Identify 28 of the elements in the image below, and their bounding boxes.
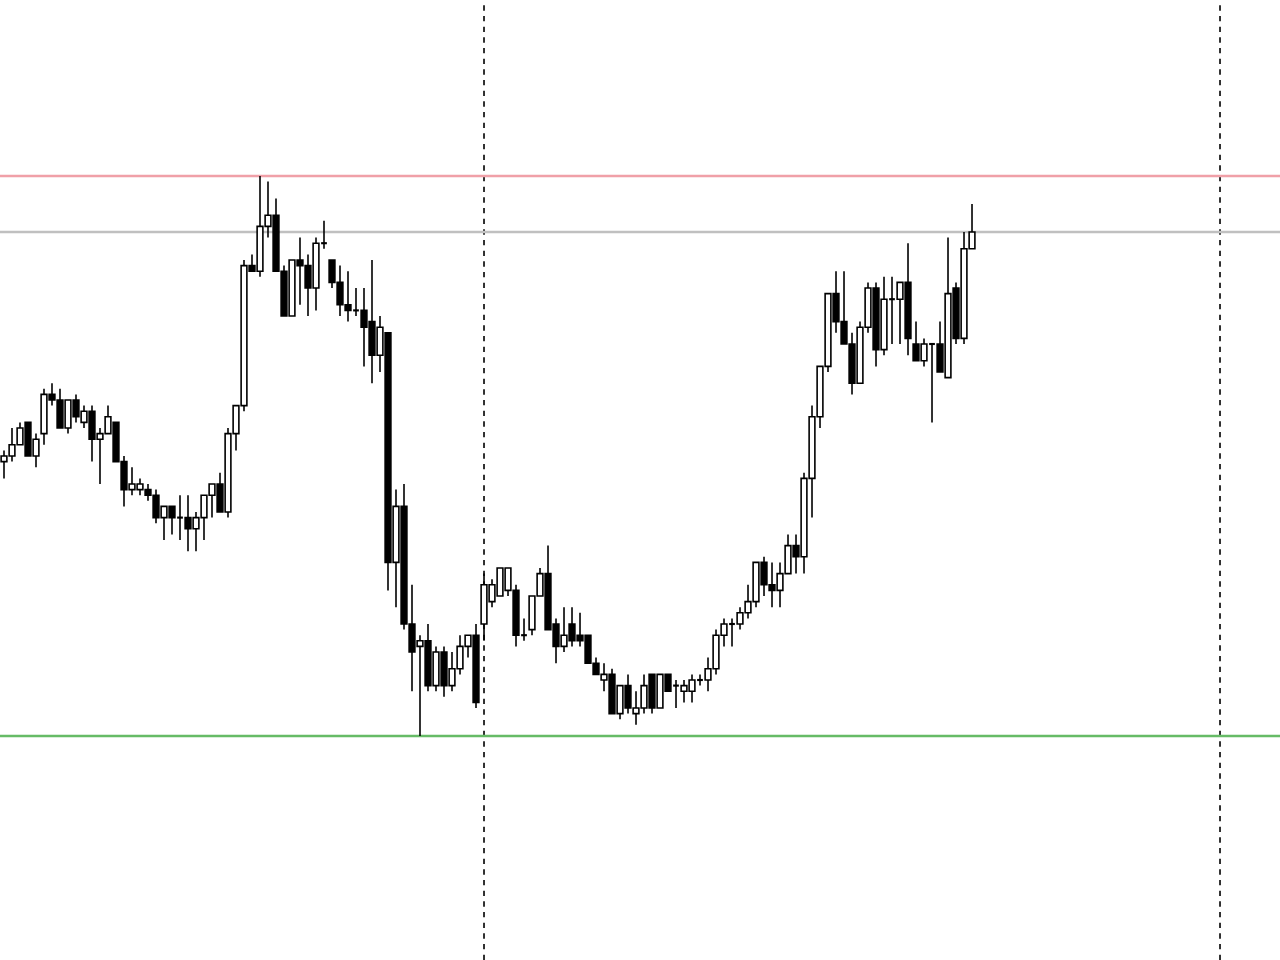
candlestick <box>152 488 160 524</box>
candlestick <box>128 466 136 496</box>
candlestick <box>64 399 72 435</box>
candlestick <box>680 679 688 704</box>
candlestick <box>72 393 80 424</box>
candlestick <box>56 387 64 429</box>
candlestick <box>688 673 696 704</box>
candlestick <box>656 673 664 709</box>
candlestick <box>440 645 448 698</box>
candlestick <box>696 673 704 687</box>
candlestick <box>184 494 192 552</box>
candlestick <box>648 673 656 715</box>
candlestick <box>208 483 216 519</box>
candlestick <box>896 281 904 345</box>
candlestick <box>344 270 352 323</box>
candlestick <box>672 679 680 709</box>
candlestick <box>768 561 776 608</box>
candlestick <box>728 617 736 648</box>
candlestick <box>560 606 568 653</box>
candlestick <box>608 668 616 715</box>
candlestick <box>256 175 264 278</box>
candlestick <box>368 259 376 384</box>
candlestick <box>432 645 440 692</box>
candlestick <box>888 275 896 345</box>
candlestick <box>568 606 576 648</box>
candlestick <box>176 494 184 541</box>
candlestick <box>928 342 936 424</box>
candlestick <box>336 264 344 317</box>
